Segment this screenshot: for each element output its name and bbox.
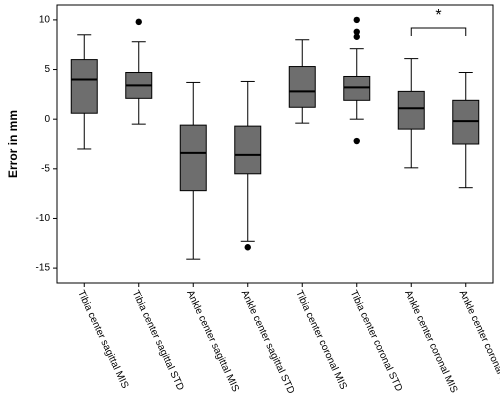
outlier (353, 16, 360, 24)
outlier (135, 18, 142, 26)
y-tick-label: 5 (44, 64, 50, 75)
y-axis-label: Error in mm (6, 110, 20, 178)
y-tick-label: 10 (39, 15, 51, 26)
x-tick-label: Tibia center coronal MIS (293, 289, 349, 392)
outlier (353, 28, 360, 36)
y-tick-label: -15 (36, 263, 51, 274)
box (70, 59, 98, 114)
box (397, 90, 425, 130)
x-tick-label: Ankle center coronal MIS (402, 289, 459, 395)
significance-label: * (435, 7, 441, 24)
x-tick-label: Ankle center coronal STD (457, 289, 500, 397)
y-tick-label: -10 (36, 213, 51, 224)
significance-bracket (410, 27, 467, 36)
outlier (353, 137, 360, 145)
box (179, 124, 207, 192)
x-tick-label: Tibia center sagittal STD (130, 289, 186, 393)
box (288, 66, 316, 108)
y-tick-label: 0 (44, 114, 50, 125)
box (234, 125, 262, 175)
x-tick-label: Ankle center sagittal MIS (184, 289, 241, 394)
x-tick-label: Tibia center coronal STD (348, 289, 405, 394)
x-tick-label: Ankle center sagittal STD (239, 289, 297, 396)
outlier (353, 33, 360, 40)
plot-frame (56, 4, 494, 284)
x-tick-label: Tibia center sagittal MIS (75, 289, 130, 391)
y-tick-label: -5 (41, 163, 50, 174)
outlier (244, 244, 251, 251)
